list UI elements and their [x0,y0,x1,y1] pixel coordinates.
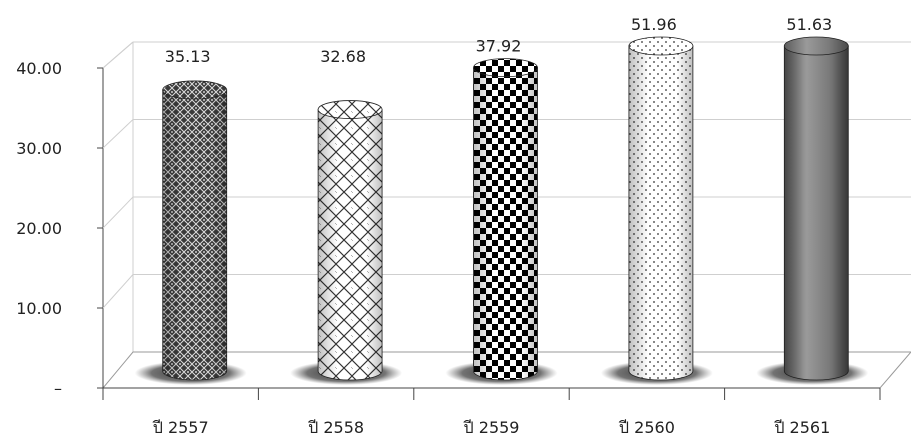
y-axis-ticks: – 10.00 20.00 30.00 40.00 [16,59,103,398]
y-tick-label: 30.00 [16,139,62,158]
bar-top-cap [317,100,383,119]
x-category-label: ปี 2558 [308,418,364,437]
data-labels: 35.13 32.68 37.92 51.96 51.63 [165,15,832,66]
x-axis-ticks: ปี 2557 ปี 2558 ปี 2559 ปี 2560 ปี 2561 [102,388,881,437]
bar-2 [290,100,403,385]
gridline-side [102,41,134,69]
data-label: 35.13 [165,47,211,66]
y-tick-label: 10.00 [16,299,62,318]
bar-shading [162,89,227,381]
bar-top-cap [473,58,538,78]
bar-5 [756,36,869,385]
bar-top-cap [783,36,849,56]
x-category-label: ปี 2560 [619,418,675,437]
bar-3 [445,58,558,385]
gridline-side [102,196,134,229]
bar-top-cap [162,80,228,100]
x-category-label: ปี 2559 [463,418,519,437]
bar-shading [628,46,693,380]
y-tick-label: 20.00 [16,219,62,238]
x-category-label: ปี 2557 [152,418,208,437]
bar-shading [473,67,538,380]
y-tick-label: 40.00 [16,59,62,78]
x-category-label: ปี 2561 [774,418,830,437]
bar-shading [318,109,383,380]
data-label: 51.96 [631,15,677,34]
data-label: 32.68 [320,47,366,66]
bar-shading [784,46,849,380]
bar-top-cap [628,36,694,56]
bars [134,36,869,385]
gridline-side [102,274,134,309]
bar-4 [600,36,713,385]
gridline-side [102,119,134,149]
data-label: 51.63 [786,15,832,34]
bar-1 [134,80,247,385]
data-label: 37.92 [476,37,522,56]
y-tick-label: – [54,379,62,398]
